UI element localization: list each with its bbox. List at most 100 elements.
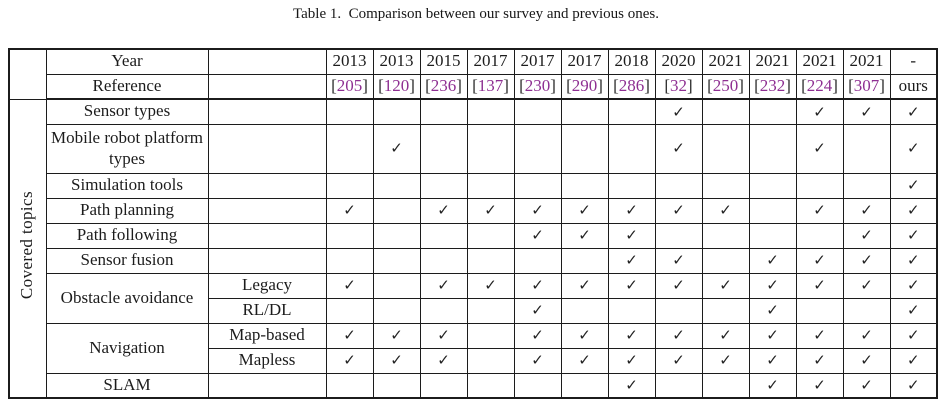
- check-cell: ✓: [889, 222, 938, 249]
- check-cell: [325, 222, 374, 249]
- year-cell: 2021: [701, 48, 750, 75]
- check-cell: ✓: [513, 297, 562, 324]
- year-cell: 2018: [607, 48, 656, 75]
- year-cell: 2017: [466, 48, 515, 75]
- check-cell: ✓: [701, 347, 750, 374]
- topic-label: Mobile robot platform types: [45, 123, 209, 174]
- reference-link[interactable]: [120]: [372, 73, 421, 100]
- check-cell: [560, 98, 609, 125]
- check-cell: ✓: [325, 322, 374, 349]
- reference-row: Reference [205] [120] [236] [137] [230] [290][…: [9, 73, 938, 100]
- reference-link[interactable]: [286]: [607, 73, 656, 100]
- reference-link[interactable]: [232]: [748, 73, 797, 100]
- reference-link[interactable]: [236]: [419, 73, 468, 100]
- check-cell: ✓: [748, 322, 797, 349]
- check-cell: [466, 222, 515, 249]
- check-cell: [701, 297, 750, 324]
- bracket: ]: [785, 75, 791, 95]
- reference-link[interactable]: [290]: [560, 73, 609, 100]
- reference-number: 286: [618, 75, 645, 95]
- topic-label: Sensor types: [45, 98, 209, 125]
- check-cell: ✓: [607, 222, 656, 249]
- check-cell: [372, 372, 421, 399]
- check-cell: [795, 172, 844, 199]
- ours-label: ours: [889, 73, 938, 100]
- check-cell: [513, 98, 562, 125]
- sub-label: [207, 123, 327, 174]
- year-cell: 2020: [654, 48, 703, 75]
- sub-label: RL/DL: [207, 297, 327, 324]
- bracket: [: [378, 75, 384, 95]
- reference-link[interactable]: [205]: [325, 73, 374, 100]
- reference-link[interactable]: [137]: [466, 73, 515, 100]
- bracket: [: [848, 75, 854, 95]
- check-cell: [654, 172, 703, 199]
- year-cell: 2017: [560, 48, 609, 75]
- check-cell: [748, 172, 797, 199]
- check-cell: ✓: [842, 247, 891, 274]
- check-cell: [466, 347, 515, 374]
- check-cell: ✓: [842, 98, 891, 125]
- check-cell: ✓: [419, 197, 468, 224]
- corner-cell: [8, 48, 47, 100]
- reference-number: 230: [524, 75, 551, 95]
- check-cell: [325, 297, 374, 324]
- check-cell: ✓: [654, 322, 703, 349]
- check-cell: ✓: [560, 222, 609, 249]
- reference-number: 307: [853, 75, 880, 95]
- check-cell: ✓: [560, 272, 609, 299]
- covered-topics-label: Covered topics: [8, 98, 47, 399]
- check-cell: ✓: [701, 322, 750, 349]
- check-cell: [419, 123, 468, 174]
- check-cell: [607, 297, 656, 324]
- check-cell: [513, 123, 562, 174]
- check-cell: ✓: [795, 322, 844, 349]
- reference-link[interactable]: [230]: [513, 73, 562, 100]
- check-cell: [560, 372, 609, 399]
- reference-link[interactable]: [307]: [842, 73, 891, 100]
- check-cell: [701, 372, 750, 399]
- check-cell: ✓: [701, 197, 750, 224]
- sub-label: [207, 222, 327, 249]
- check-cell: ✓: [513, 322, 562, 349]
- check-cell: ✓: [513, 347, 562, 374]
- reference-number: 232: [759, 75, 786, 95]
- check-cell: ✓: [607, 197, 656, 224]
- empty-header-cell: [207, 73, 327, 100]
- reference-link[interactable]: [250]: [701, 73, 750, 100]
- bracket: [: [707, 75, 713, 95]
- check-cell: [466, 247, 515, 274]
- check-cell: ✓: [889, 322, 938, 349]
- bracket: ]: [550, 75, 556, 95]
- reference-link[interactable]: [32]: [654, 73, 703, 100]
- year-cell: 2013: [372, 48, 421, 75]
- reference-number: 250: [712, 75, 739, 95]
- check-cell: [654, 222, 703, 249]
- covered-topics-text: Covered topics: [17, 191, 37, 300]
- check-cell: ✓: [842, 372, 891, 399]
- check-cell: ✓: [607, 247, 656, 274]
- reference-link[interactable]: [224]: [795, 73, 844, 100]
- sub-label: [207, 197, 327, 224]
- topic-label: Navigation: [45, 322, 209, 374]
- check-cell: [701, 172, 750, 199]
- check-cell: ✓: [419, 322, 468, 349]
- check-cell: [419, 98, 468, 125]
- topic-label: Sensor fusion: [45, 247, 209, 274]
- check-cell: [466, 322, 515, 349]
- topic-row: Mapless ✓ ✓ ✓ ✓ ✓ ✓ ✓ ✓ ✓ ✓ ✓ ✓: [9, 347, 938, 374]
- check-cell: ✓: [795, 347, 844, 374]
- year-row: Year 2013 2013 2015 2017 2017 2017 2018 2020 2021…: [8, 48, 938, 100]
- table-caption: Table 1. Comparison between our survey a…: [293, 6, 659, 22]
- check-cell: [466, 297, 515, 324]
- bracket: ]: [687, 75, 693, 95]
- check-cell: ✓: [513, 272, 562, 299]
- sub-label: Mapless: [207, 347, 327, 374]
- check-cell: ✓: [513, 197, 562, 224]
- check-cell: ✓: [748, 247, 797, 274]
- bracket: ]: [597, 75, 603, 95]
- bracket: [: [519, 75, 525, 95]
- check-cell: [607, 98, 656, 125]
- check-cell: ✓: [372, 123, 421, 174]
- sub-label: [207, 372, 327, 399]
